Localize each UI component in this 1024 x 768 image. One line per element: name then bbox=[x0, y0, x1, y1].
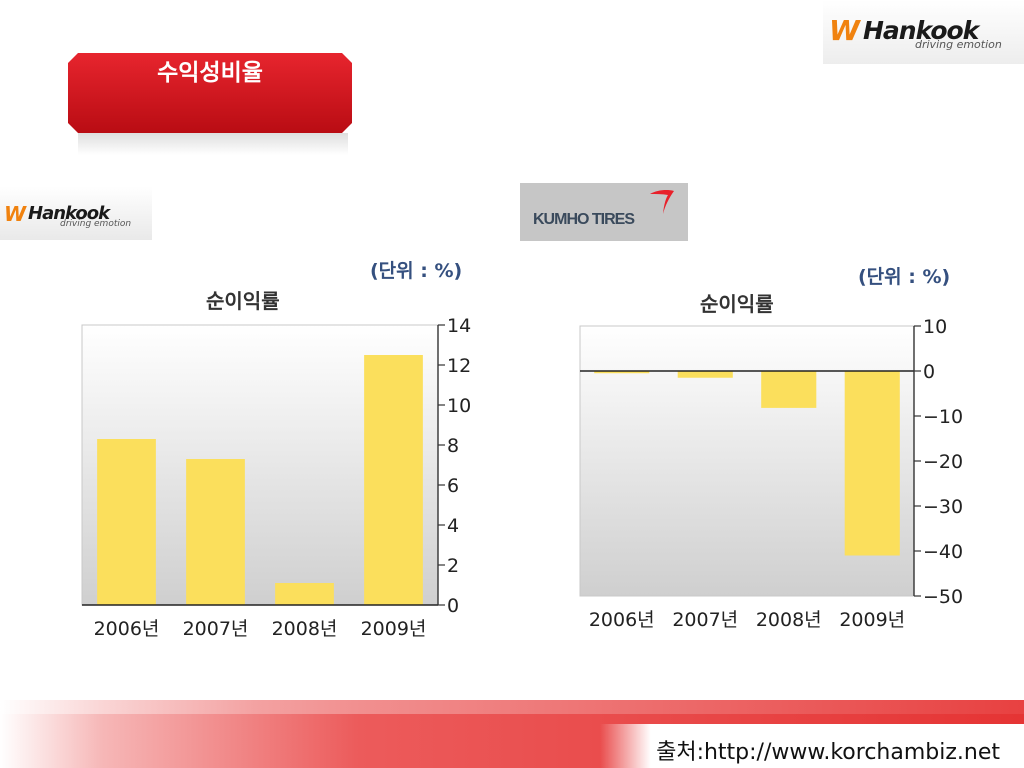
kumho-category-label: 2008년 bbox=[756, 609, 822, 631]
kumho-y-tick-label: −20 bbox=[923, 451, 963, 473]
hankook-mark-icon: W bbox=[829, 14, 860, 47]
kumho-brand-text: KUMHO TIRES bbox=[533, 211, 635, 228]
kumho-category-label: 2009년 bbox=[839, 609, 905, 631]
hankook-y-tick-label: 14 bbox=[447, 315, 471, 337]
section-banner: 수익성비율 bbox=[68, 53, 352, 133]
right-unit-label: (단위 : %) bbox=[858, 266, 951, 288]
kumho-y-tick-label: 0 bbox=[923, 361, 935, 383]
footer-source-backdrop bbox=[600, 724, 1024, 768]
hankook-category-label: 2006년 bbox=[94, 618, 160, 640]
kumho-logo: KUMHO TIRES bbox=[520, 183, 688, 241]
kumho-bar-2007년 bbox=[677, 371, 733, 378]
hankook-bar-2009년 bbox=[364, 355, 423, 605]
kumho-bar-2008년 bbox=[761, 371, 817, 408]
hankook-category-label: 2007년 bbox=[183, 618, 249, 640]
right-chart-title: 순이익률 bbox=[700, 292, 774, 316]
hankook-y-tick-label: 4 bbox=[447, 515, 459, 537]
hankook-tagline: driving emotion bbox=[915, 38, 1002, 51]
left-unit-label: (단위 : %) bbox=[370, 260, 463, 282]
hankook-y-tick-label: 8 bbox=[447, 435, 459, 457]
kumho-y-tick-label: −10 bbox=[923, 406, 963, 428]
hankook-net-margin-chart: 2006년 2007년 2008년 2009년 0 2 4 6 8 10 12 14 bbox=[81, 315, 471, 640]
hankook-logo-top: W Hankook driving emotion bbox=[823, 0, 1024, 64]
hankook-y-tick-label: 2 bbox=[447, 555, 459, 577]
kumho-category-label: 2006년 bbox=[589, 609, 655, 631]
hankook-y-tick-label: 10 bbox=[447, 395, 471, 417]
hankook-y-tick-label: 0 bbox=[447, 595, 459, 617]
hankook-mark-icon: W bbox=[4, 202, 26, 226]
hankook-category-label: 2008년 bbox=[272, 618, 338, 640]
source-text: 출처:http://www.korchambiz.net bbox=[656, 740, 1000, 765]
hankook-chart-tagline: driving emotion bbox=[60, 219, 132, 229]
kumho-y-tick-label: −30 bbox=[923, 496, 963, 518]
hankook-bar-2006년 bbox=[97, 439, 156, 605]
kumho-y-tick-label: −40 bbox=[923, 541, 963, 563]
hankook-chart-brand: Hankook bbox=[28, 203, 110, 224]
hankook-logo-chart: W Hankook driving emotion bbox=[0, 186, 152, 240]
kumho-y-tick-label: −50 bbox=[923, 586, 963, 608]
kumho-swoosh-icon bbox=[650, 190, 674, 214]
left-chart-title: 순이익률 bbox=[206, 289, 280, 313]
kumho-y-tick-label: 10 bbox=[923, 316, 947, 338]
kumho-net-margin-chart: 2006년 2007년 2008년 2009년 10 0 −10 −20 −30 −40 −50 bbox=[579, 316, 963, 631]
banner-shadow bbox=[78, 133, 348, 155]
hankook-brand-text: Hankook bbox=[863, 16, 979, 45]
hankook-category-label: 2009년 bbox=[361, 618, 427, 640]
hankook-y-tick-label: 6 bbox=[447, 475, 459, 497]
hankook-bar-2008년 bbox=[275, 583, 334, 605]
kumho-bar-2009년 bbox=[844, 371, 900, 556]
kumho-category-label: 2007년 bbox=[672, 609, 738, 631]
hankook-bar-2007년 bbox=[186, 459, 245, 605]
kumho-bar-2006년 bbox=[594, 371, 650, 374]
banner-title: 수익성비율 bbox=[157, 60, 263, 86]
hankook-y-tick-label: 12 bbox=[447, 355, 471, 377]
